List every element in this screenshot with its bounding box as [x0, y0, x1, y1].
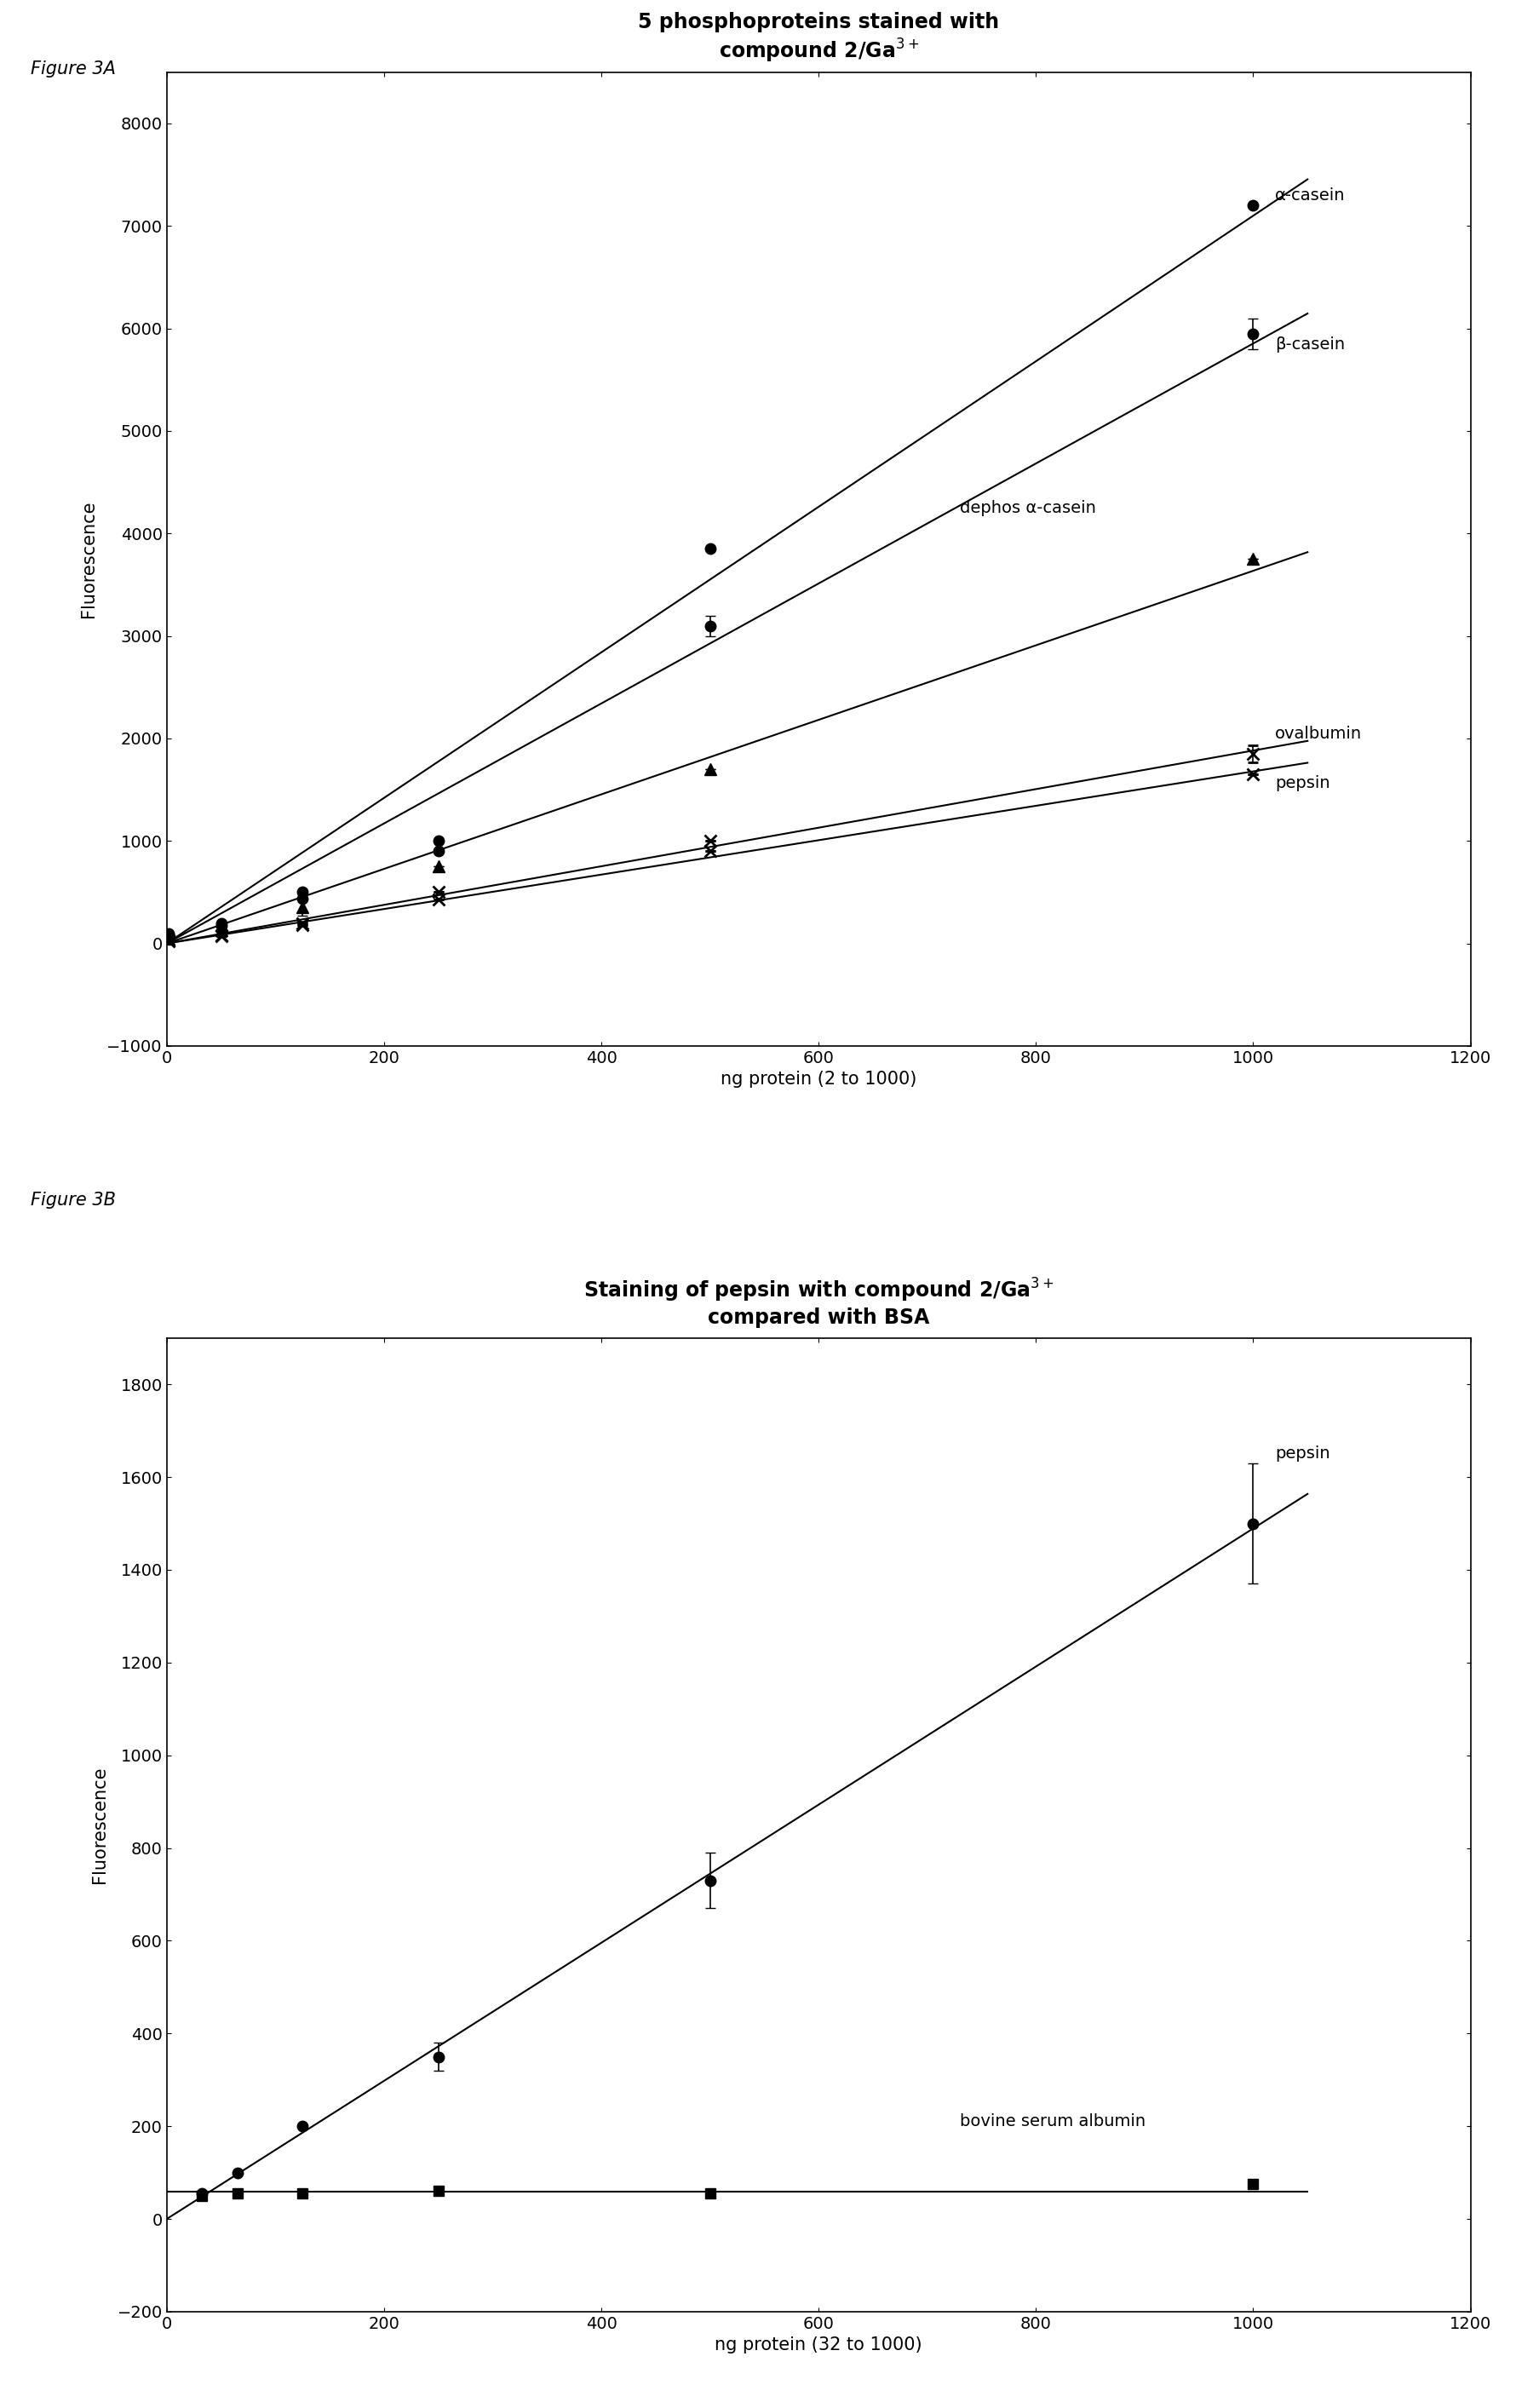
Y-axis label: Fluorescence: Fluorescence: [80, 501, 97, 616]
Text: dephos α-casein: dephos α-casein: [960, 501, 1096, 515]
Text: β-casein: β-casein: [1275, 337, 1345, 352]
Text: pepsin: pepsin: [1275, 775, 1330, 792]
Text: ovalbumin: ovalbumin: [1275, 725, 1361, 742]
Text: Figure 3A: Figure 3A: [30, 60, 115, 77]
Text: bovine serum albumin: bovine serum albumin: [960, 2114, 1146, 2129]
Title: 5 phosphoproteins stained with
compound 2/Ga$^{3+}$: 5 phosphoproteins stained with compound …: [638, 12, 999, 65]
Y-axis label: Fluorescence: Fluorescence: [91, 1767, 108, 1883]
Title: Staining of pepsin with compound 2/Ga$^{3+}$
compared with BSA: Staining of pepsin with compound 2/Ga$^{…: [584, 1276, 1054, 1329]
X-axis label: ng protein (32 to 1000): ng protein (32 to 1000): [716, 2336, 922, 2353]
X-axis label: ng protein (2 to 1000): ng protein (2 to 1000): [720, 1072, 917, 1088]
Text: pepsin: pepsin: [1275, 1445, 1330, 1462]
Text: α-casein: α-casein: [1275, 188, 1345, 205]
Text: Figure 3B: Figure 3B: [30, 1192, 115, 1209]
